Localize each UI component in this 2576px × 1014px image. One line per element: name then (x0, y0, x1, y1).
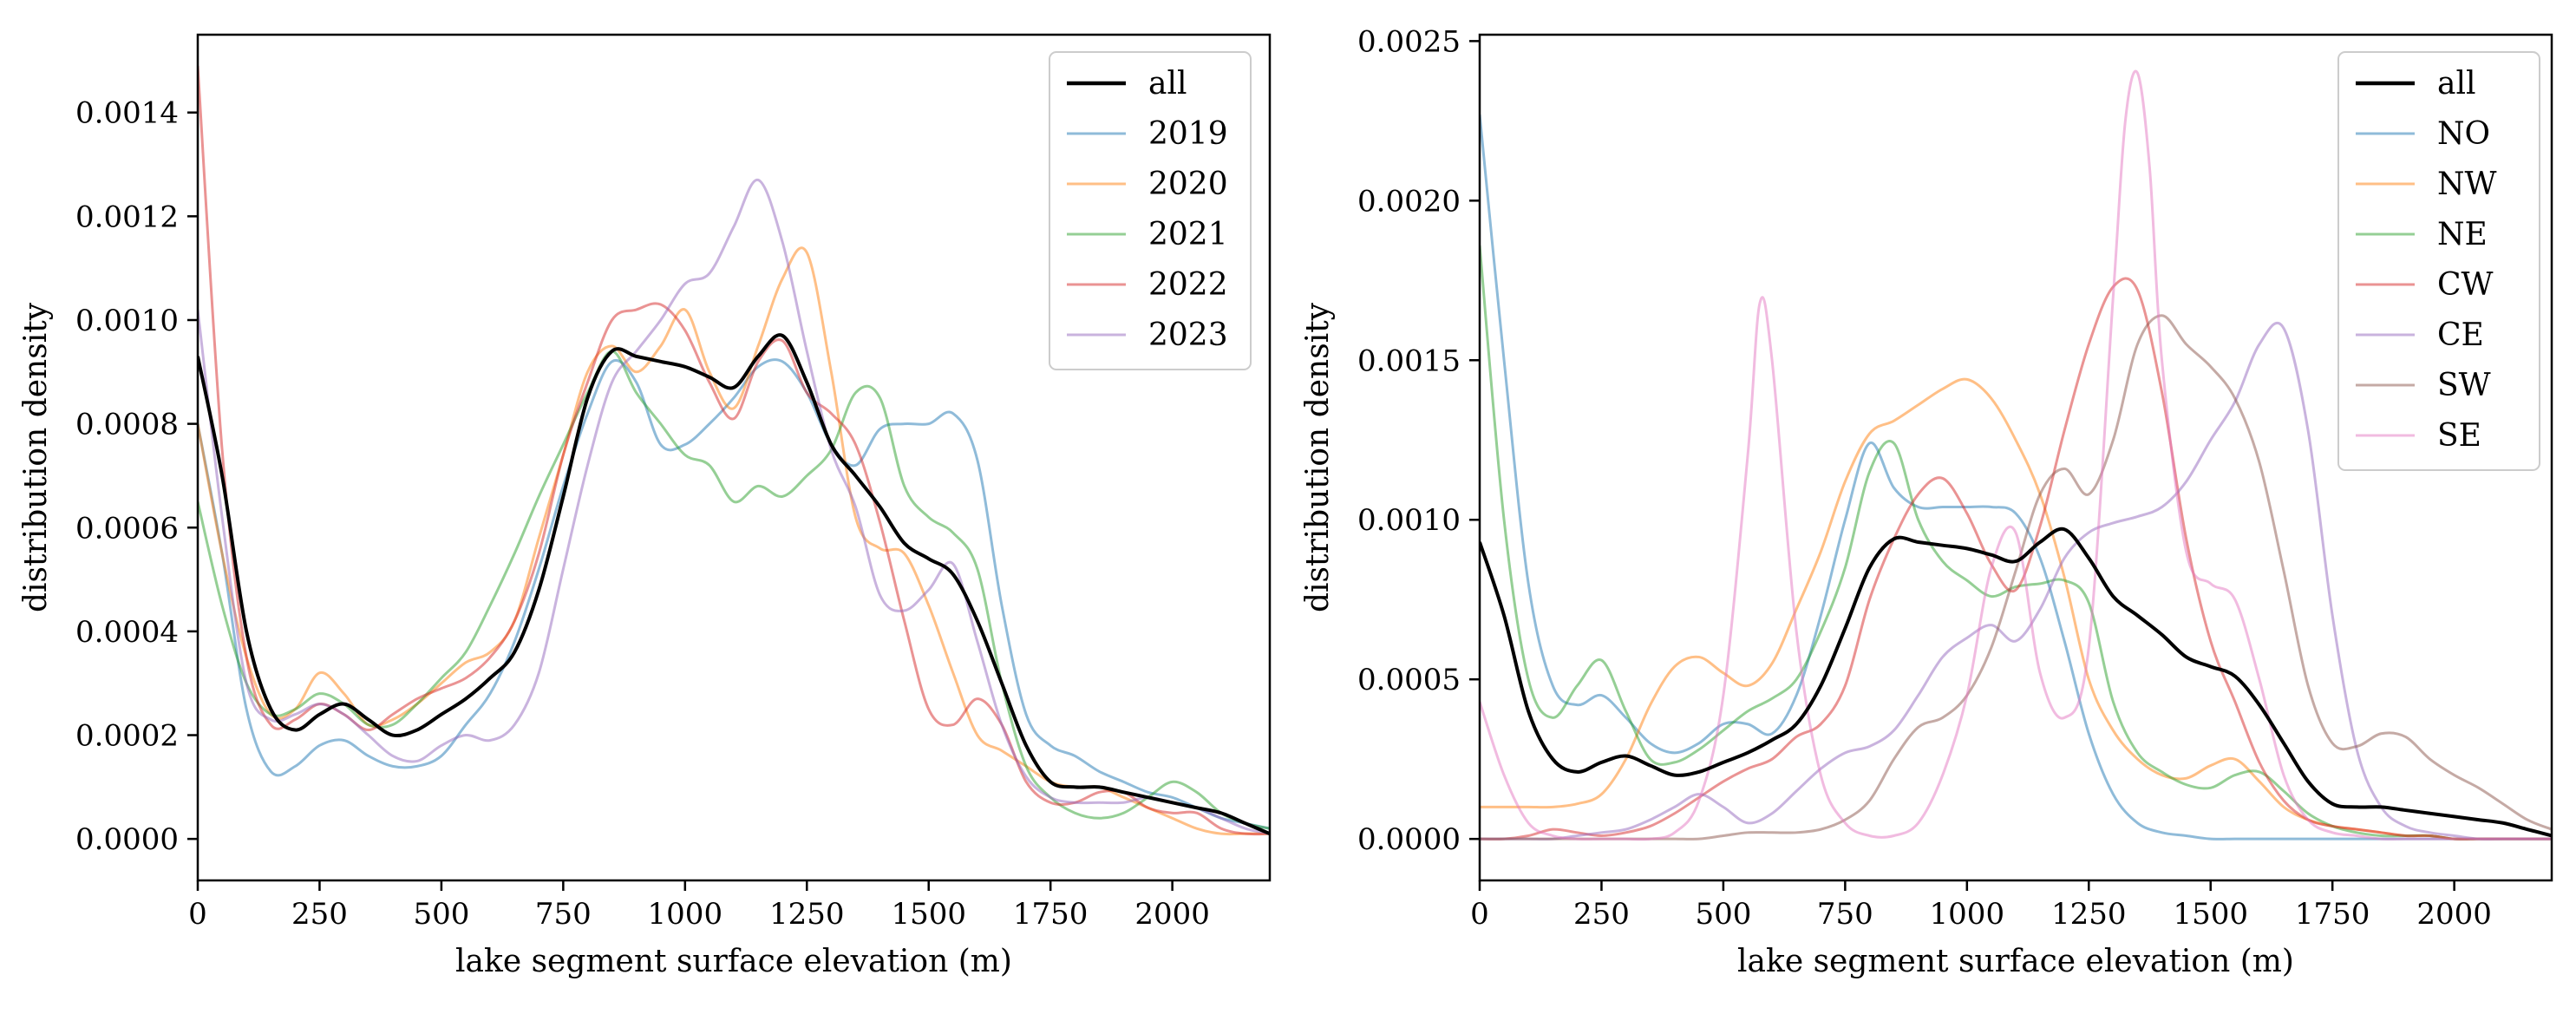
legend-label-ce: CE (2437, 317, 2484, 353)
y-tick-label: 0.0008 (75, 408, 179, 442)
legend-label-no: NO (2437, 116, 2490, 152)
series-lines (198, 65, 1270, 836)
x-tick-label: 1750 (2295, 897, 2370, 932)
x-tick-label: 250 (1573, 897, 1630, 932)
y-tick-label: 0.0015 (1357, 343, 1461, 378)
x-tick-label: 1000 (1930, 897, 2005, 932)
series-line-2019 (198, 358, 1270, 830)
legend-label-2021: 2021 (1148, 217, 1228, 252)
x-tick-label: 1250 (2051, 897, 2127, 932)
x-tick-label: 750 (535, 897, 592, 932)
x-tick-label: 2000 (2416, 897, 2492, 932)
right-chart: 0 250 500 750 1000 1250 1500 1750 2000 0.0000 0.00… (1300, 24, 2553, 979)
legend-box (1049, 51, 1252, 370)
x-tick-label: 1250 (769, 897, 845, 932)
series-line-ce (1480, 321, 2552, 841)
legend-label-sw: SW (2437, 368, 2491, 403)
x-tick-label: 0 (188, 897, 207, 932)
legend-label-ne: NE (2437, 217, 2488, 252)
series-lines (1480, 69, 2552, 841)
series-line-se (1480, 69, 2552, 841)
series-line-ne (1480, 245, 2552, 841)
x-tick-label: 1750 (1013, 897, 1089, 932)
x-tick-label: 0 (1470, 897, 1489, 932)
series-line-sw (1480, 314, 2552, 841)
x-tick-label: 500 (1695, 897, 1751, 932)
y-tick-label: 0.0025 (1357, 24, 1461, 59)
series-line-all (1480, 527, 2552, 838)
legend-label-2023: 2023 (1148, 317, 1228, 353)
x-tick-label: 250 (291, 897, 348, 932)
legend-label-all: all (1148, 66, 1187, 101)
plot-frame (1478, 33, 2553, 882)
legend-label-all: all (2437, 66, 2476, 101)
y-tick-label: 0.0002 (75, 719, 179, 754)
series-line-cw (1480, 277, 2552, 841)
series-line-2021 (198, 350, 1270, 830)
series-line-2023 (198, 178, 1270, 835)
y-tick-label: 0.0004 (75, 615, 179, 650)
x-tick-label: 2000 (1134, 897, 1210, 932)
legend: all NO NW NE CW CE SW SE (2337, 51, 2540, 471)
legend-label-se: SE (2437, 418, 2481, 454)
x-axis-label: lake segment surface elevation (m) (1737, 944, 2294, 979)
y-axis-label: distribution density (18, 302, 54, 612)
y-tick-label: 0.0010 (1357, 503, 1461, 538)
y-tick-label: 0.0010 (75, 304, 179, 338)
legend: all 2019 2020 2021 2022 2023 (1049, 51, 1252, 370)
y-tick-label: 0.0000 (1357, 822, 1461, 857)
legend-box (2337, 51, 2540, 471)
y-axis-label: distribution density (1300, 302, 1336, 612)
legend-label-2020: 2020 (1148, 167, 1228, 202)
legend-label-nw: NW (2437, 167, 2497, 202)
y-tick-label: 0.0014 (75, 96, 179, 131)
x-axis-label: lake segment surface elevation (m) (455, 944, 1012, 979)
y-tick-label: 0.0012 (75, 200, 179, 234)
x-tick-label: 1000 (648, 897, 723, 932)
legend-label-cw: CW (2437, 267, 2494, 303)
x-tick-label: 1500 (2173, 897, 2248, 932)
series-line-all (198, 333, 1270, 836)
series-line-no (1480, 114, 2552, 841)
y-tick-label: 0.0005 (1357, 663, 1461, 697)
plot-frame (196, 33, 1272, 882)
x-tick-label: 500 (413, 897, 469, 932)
legend-label-2019: 2019 (1148, 116, 1228, 152)
legend-label-2022: 2022 (1148, 267, 1228, 303)
x-tick-label: 750 (1817, 897, 1873, 932)
y-tick-label: 0.0020 (1357, 184, 1461, 219)
y-tick-label: 0.0006 (75, 511, 179, 546)
x-tick-label: 1500 (891, 897, 966, 932)
y-tick-label: 0.0000 (75, 822, 179, 857)
left-chart: 0 250 500 750 1000 1250 1500 1750 2000 0.0000 0.00… (18, 33, 1272, 979)
